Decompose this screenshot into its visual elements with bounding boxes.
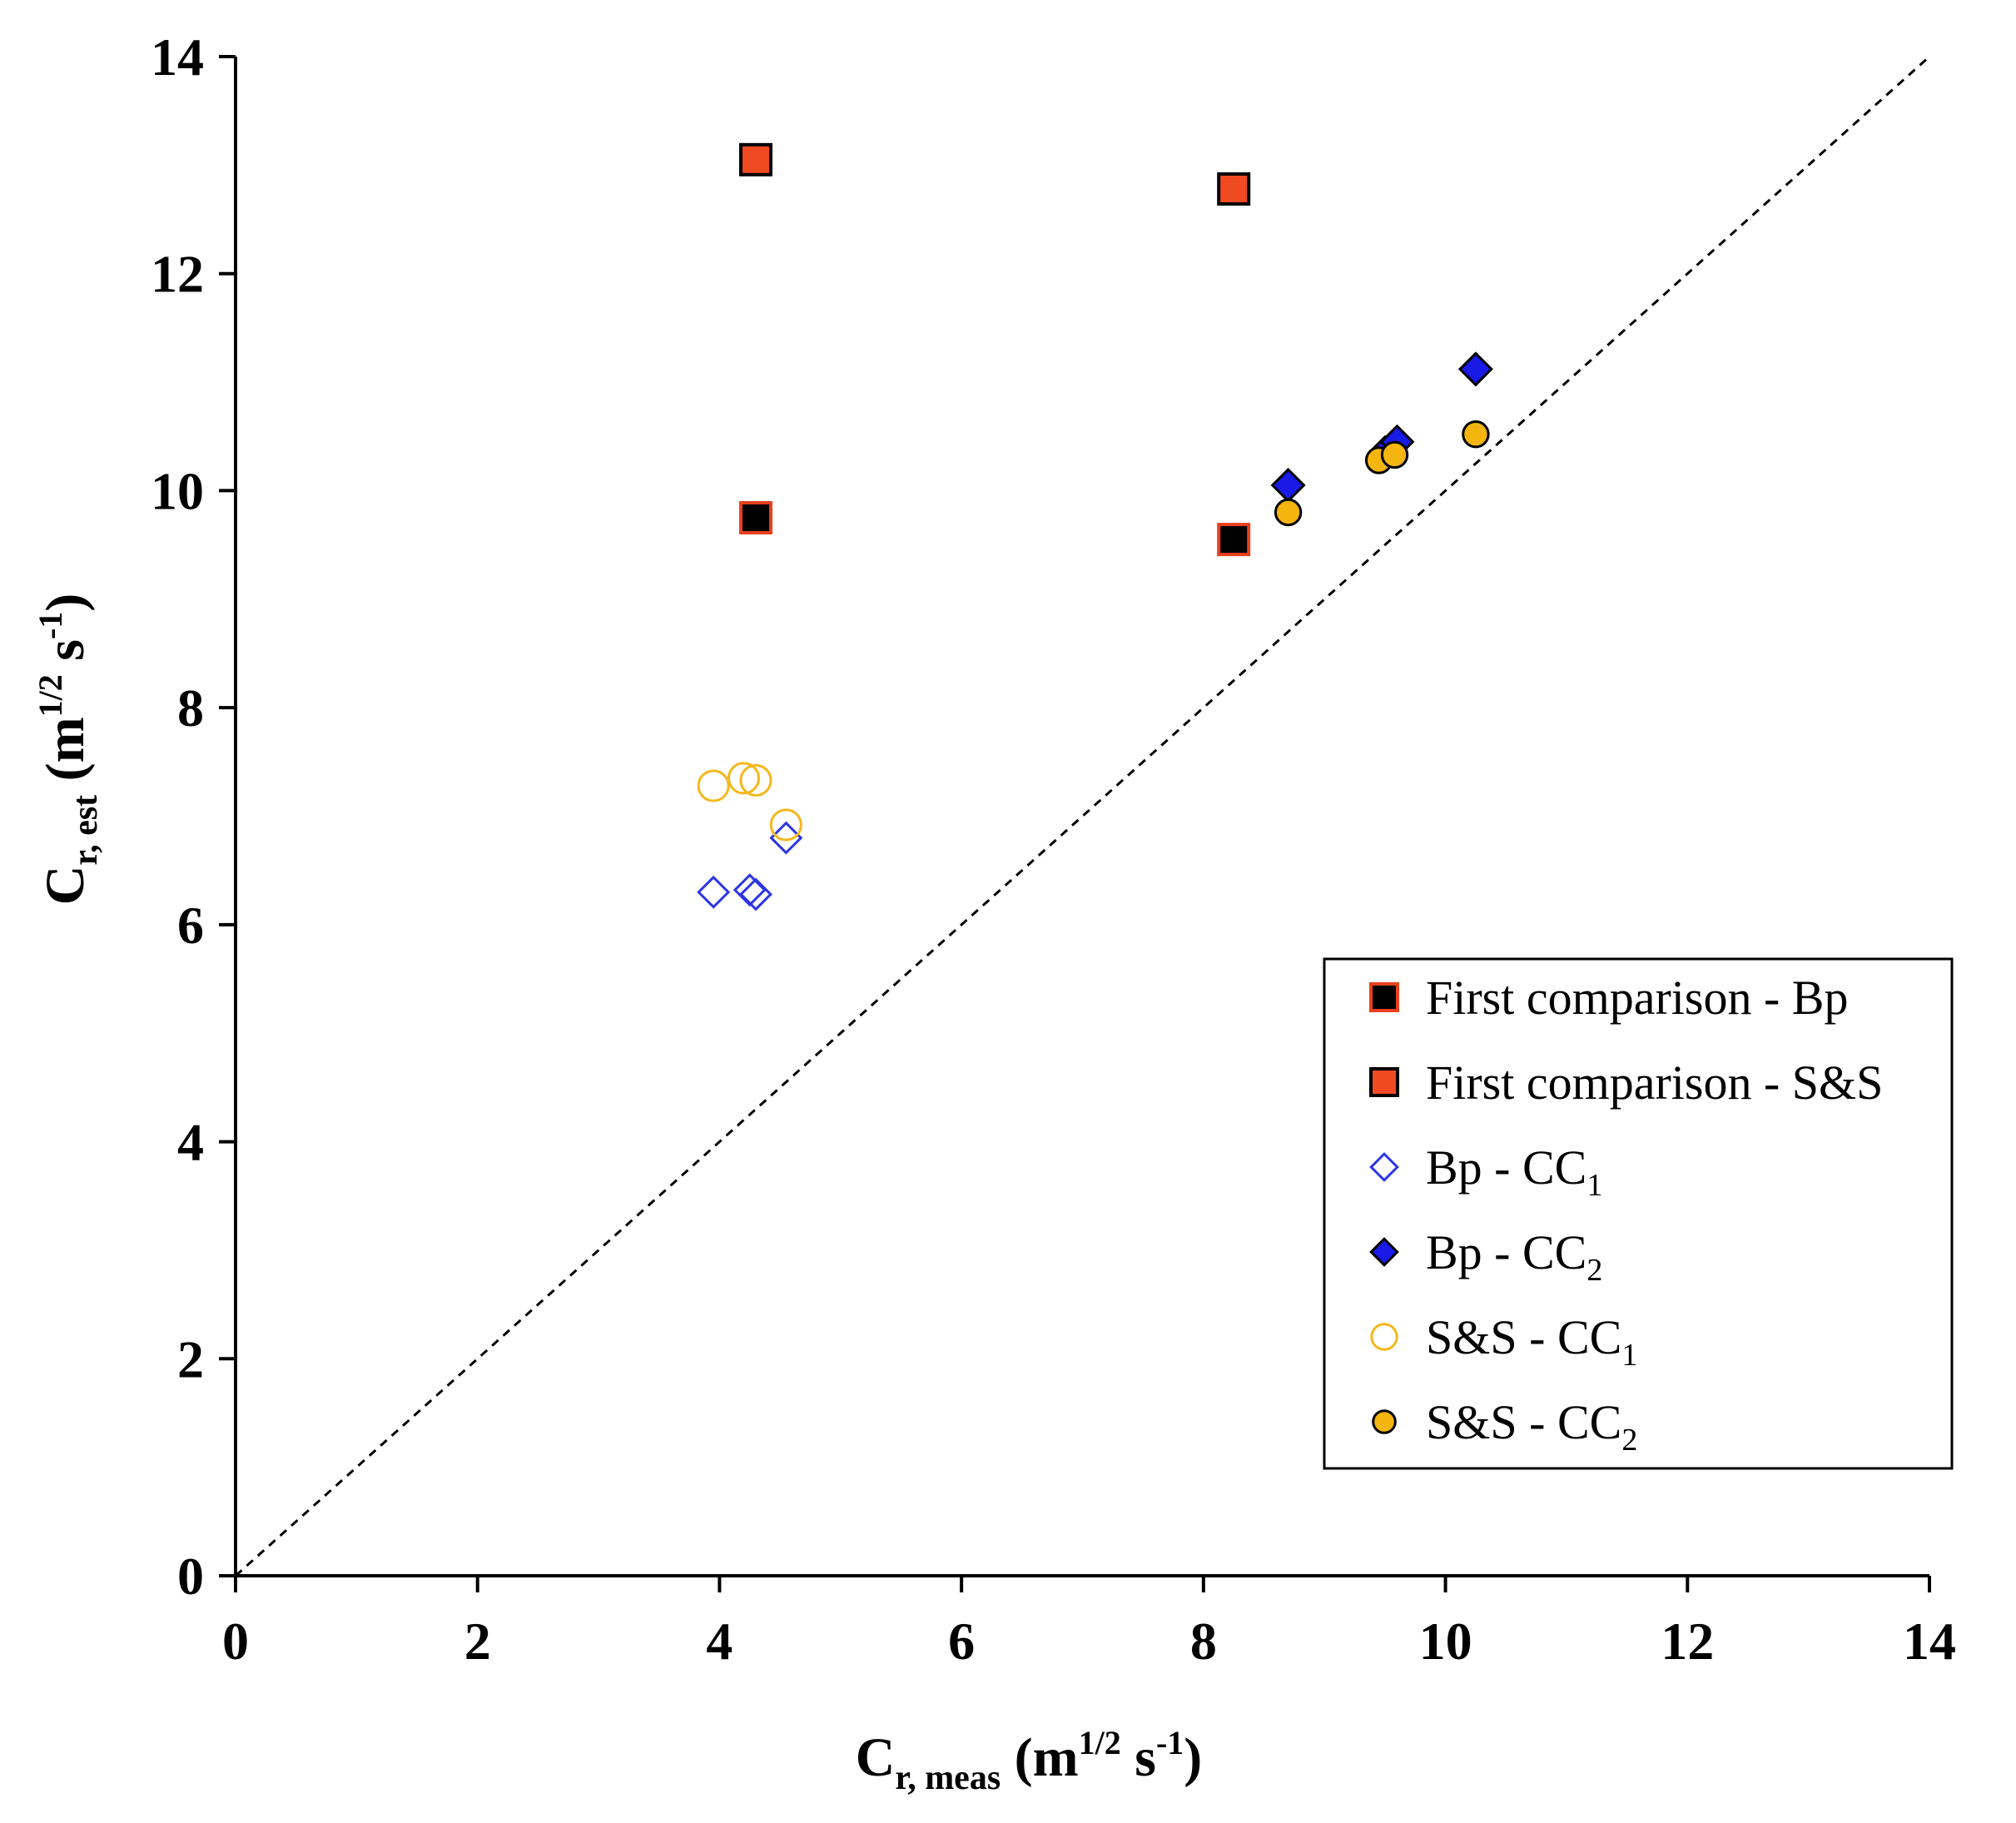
- y-tick-label: 6: [177, 896, 204, 955]
- legend-label: S&S - CC2: [1426, 1395, 1637, 1458]
- legend-label: Bp - CC2: [1426, 1225, 1602, 1288]
- data-point: [697, 875, 731, 909]
- data-point: [769, 808, 802, 842]
- y-tick-label: 12: [151, 245, 204, 304]
- data-point: [1462, 420, 1490, 449]
- legend-marker: [1369, 1067, 1399, 1097]
- data-point: [739, 763, 772, 797]
- y-tick-label: 8: [177, 678, 204, 738]
- data-point: [732, 873, 767, 907]
- legend-marker: [1369, 1237, 1399, 1267]
- legend-marker: [1369, 982, 1399, 1012]
- legend-label: First comparison - Bp: [1426, 971, 1848, 1025]
- x-tick-label: 12: [1661, 1612, 1714, 1671]
- series-0: [739, 501, 1251, 557]
- legend-marker: [1370, 1323, 1398, 1351]
- x-tick-label: 8: [1190, 1612, 1217, 1671]
- data-point: [1274, 498, 1303, 527]
- y-tick-label: 4: [177, 1113, 204, 1172]
- legend-label: First comparison - S&S: [1426, 1056, 1883, 1110]
- y-tick-label: 10: [151, 461, 204, 520]
- x-tick-label: 6: [948, 1612, 975, 1671]
- x-tick-label: 4: [706, 1612, 732, 1671]
- x-tick-label: 14: [1903, 1612, 1956, 1671]
- x-tick-label: 0: [222, 1612, 249, 1671]
- data-point: [727, 762, 761, 795]
- x-tick-label: 10: [1419, 1612, 1472, 1671]
- legend-marker: [1372, 1409, 1397, 1434]
- series-5: [1274, 420, 1490, 527]
- x-axis-title: Cr, meas (m1/2 s-1): [856, 1724, 1203, 1797]
- data-points: [697, 142, 1493, 912]
- data-point: [1457, 351, 1493, 387]
- series-3: [1270, 351, 1493, 503]
- y-tick-label: 0: [177, 1547, 204, 1606]
- axes: [234, 57, 1929, 1577]
- legend-marker: [1369, 1152, 1399, 1182]
- y-axis-title: Cr, est (m1/2 s-1): [32, 594, 105, 906]
- x-tick-label: 2: [464, 1612, 491, 1671]
- legend-box: [1323, 957, 1954, 1470]
- series-1: [739, 142, 1251, 206]
- legend-label: S&S - CC1: [1426, 1310, 1637, 1373]
- y-tick-label: 2: [177, 1329, 204, 1388]
- data-point: [697, 769, 730, 802]
- reference-line-layer: [234, 55, 1931, 1577]
- data-point: [1270, 467, 1306, 503]
- y-tick-label: 14: [151, 27, 204, 87]
- data-point: [1217, 523, 1251, 557]
- series-2: [697, 821, 803, 912]
- data-point: [1380, 440, 1409, 469]
- data-point: [739, 142, 773, 176]
- data-point: [739, 877, 773, 912]
- data-point: [739, 501, 773, 535]
- legend: First comparison - Bp First comparison - …: [1323, 957, 1954, 1470]
- data-point: [1217, 172, 1251, 206]
- ticks: 0 2 4 6 8 10 12 14 0 2 4 6 8 10 12 14: [151, 27, 1956, 1671]
- legend-label: Bp - CC1: [1426, 1140, 1602, 1203]
- data-point: [769, 821, 803, 855]
- one-to-one-reference-line: [234, 55, 1931, 1577]
- series-4: [697, 762, 802, 842]
- legend-items: First comparison - Bp First comparison - …: [1369, 971, 1883, 1458]
